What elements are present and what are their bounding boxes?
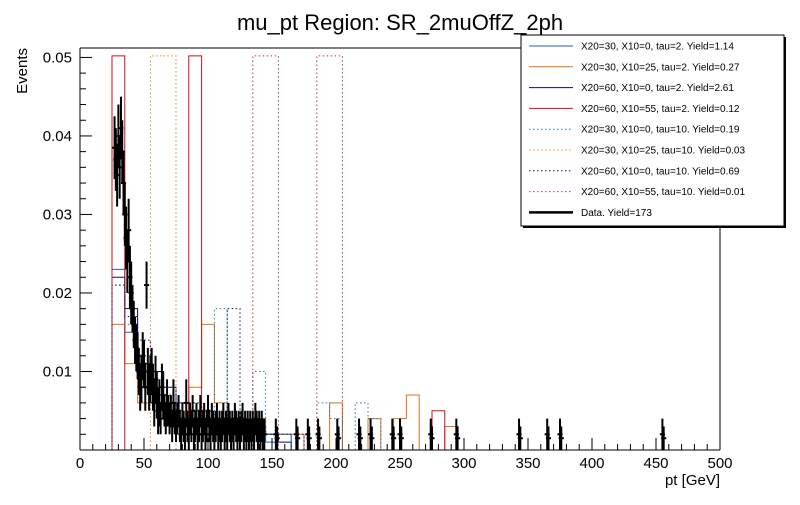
data-point xyxy=(183,379,189,427)
legend-entry-label: X20=30, X10=25, tau=10. Yield=0.03 xyxy=(581,146,745,157)
y-tick-label: 0.04 xyxy=(43,128,72,145)
plot-inner xyxy=(111,55,667,450)
x-tick-label: 350 xyxy=(515,455,540,472)
data-point xyxy=(391,426,397,450)
x-tick-label: 0 xyxy=(76,455,84,472)
legend-entry-label: X20=30, X10=25, tau=2. Yield=0.27 xyxy=(581,62,740,73)
legend: X20=30, X10=0, tau=2. Yield=1.14 X20=30, … xyxy=(520,34,786,228)
data-point xyxy=(558,426,564,450)
data-point xyxy=(545,426,552,450)
y-tick-label: 0.01 xyxy=(43,363,72,380)
data-point xyxy=(306,426,312,450)
legend-entry-label: X20=60, X10=0, tau=2. Yield=2.61 xyxy=(581,83,734,94)
y-tick-label: 0.03 xyxy=(43,206,72,223)
series-7-histogram xyxy=(252,55,343,450)
x-axis-label: pt [GeV] xyxy=(665,472,720,489)
data-point xyxy=(357,426,363,450)
data-point xyxy=(316,426,322,450)
legend-entry-label: X20=60, X10=55, tau=2. Yield=0.12 xyxy=(581,104,740,115)
chart-title: mu_pt Region: SR_2muOffZ_2ph xyxy=(237,10,563,35)
x-tick-label: 50 xyxy=(136,455,153,472)
data-point xyxy=(261,418,267,450)
data-point xyxy=(661,426,667,450)
x-tick-label: 100 xyxy=(195,455,220,472)
legend-entry-label: X20=60, X10=55, tau=10. Yield=0.01 xyxy=(581,187,745,198)
data-point xyxy=(336,426,342,450)
series-3-histogram xyxy=(111,55,458,450)
x-tick-label: 200 xyxy=(323,455,348,472)
legend-entry-label: X20=60, X10=0, tau=10. Yield=0.69 xyxy=(581,166,740,177)
data-point xyxy=(144,261,150,309)
data-point xyxy=(274,426,280,450)
data-point xyxy=(429,426,435,450)
y-axis-label: Events xyxy=(14,48,31,94)
data-point xyxy=(369,426,375,450)
y-tick-label: 0.05 xyxy=(43,49,72,66)
x-tick-label: 500 xyxy=(707,455,732,472)
data-point xyxy=(126,198,132,262)
x-tick-label: 450 xyxy=(643,455,668,472)
x-tick-label: 300 xyxy=(451,455,476,472)
plot-area xyxy=(111,55,667,450)
x-tick-label: 250 xyxy=(387,455,412,472)
legend-entry-label: X20=30, X10=0, tau=2. Yield=1.14 xyxy=(581,42,734,53)
x-tick-label: 400 xyxy=(579,455,604,472)
data-point xyxy=(517,426,523,450)
legend-entry-label: X20=30, X10=0, tau=10. Yield=0.19 xyxy=(581,125,740,136)
y-tick-label: 0.02 xyxy=(43,285,72,302)
legend-entry-label: Data. Yield=173 xyxy=(581,208,652,219)
x-tick-label: 150 xyxy=(259,455,284,472)
data-point xyxy=(455,426,461,450)
